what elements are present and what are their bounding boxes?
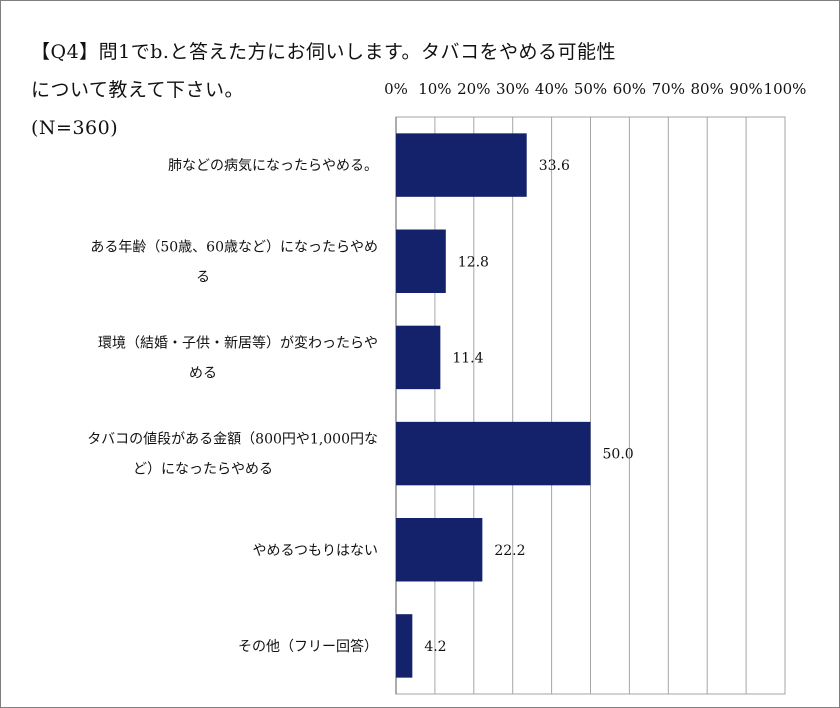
data-label: 12.8 bbox=[458, 254, 489, 270]
bar bbox=[396, 614, 413, 678]
category-label: やめるつもりはない bbox=[253, 543, 378, 559]
category-label: その他（フリー回答） bbox=[238, 638, 378, 655]
x-tick-label: 90% bbox=[729, 80, 762, 98]
chart-title-line-3: (N=360) bbox=[31, 117, 119, 139]
category-label: る bbox=[196, 269, 210, 285]
chart-title-line-2: について教えて下さい。 bbox=[31, 79, 244, 101]
x-tick-label: 0% bbox=[384, 80, 408, 98]
category-label: ど）になったらやめる bbox=[133, 462, 273, 478]
data-label: 33.6 bbox=[539, 158, 570, 174]
data-label: 22.2 bbox=[494, 543, 525, 559]
x-tick-label: 50% bbox=[574, 80, 607, 98]
x-tick-label: 70% bbox=[652, 80, 685, 98]
chart-title-line-1: 【Q4】問1でb.と答えた方にお伺いします。タバコをやめる可能性 bbox=[31, 41, 617, 63]
x-tick-label: 100% bbox=[764, 80, 807, 98]
category-label: タバコの値段がある金額（800円や1,000円な bbox=[87, 432, 378, 448]
bar bbox=[396, 229, 446, 293]
category-label: める bbox=[189, 365, 217, 381]
bar bbox=[396, 518, 483, 582]
x-tick-label: 20% bbox=[457, 80, 490, 98]
chart-title: 【Q4】問1でb.と答えた方にお伺いします。タバコをやめる可能性 について教えて… bbox=[31, 33, 731, 147]
x-tick-label: 80% bbox=[691, 80, 724, 98]
data-label: 50.0 bbox=[603, 447, 634, 463]
x-tick-label: 10% bbox=[418, 80, 451, 98]
data-label: 4.2 bbox=[424, 639, 446, 655]
category-label: 環境（結婚・子供・新居等）が変わったらや bbox=[98, 334, 378, 351]
x-tick-label: 40% bbox=[535, 80, 568, 98]
category-label: ある年齢（50歳、60歳など）になったらやめ bbox=[90, 239, 378, 255]
data-label: 11.4 bbox=[452, 350, 483, 366]
bar bbox=[396, 421, 591, 486]
bar bbox=[396, 133, 527, 197]
category-label: 肺などの病気になったらやめる。 bbox=[168, 158, 378, 174]
x-tick-label: 30% bbox=[496, 80, 529, 98]
bar bbox=[396, 325, 441, 390]
x-tick-label: 60% bbox=[613, 80, 646, 98]
